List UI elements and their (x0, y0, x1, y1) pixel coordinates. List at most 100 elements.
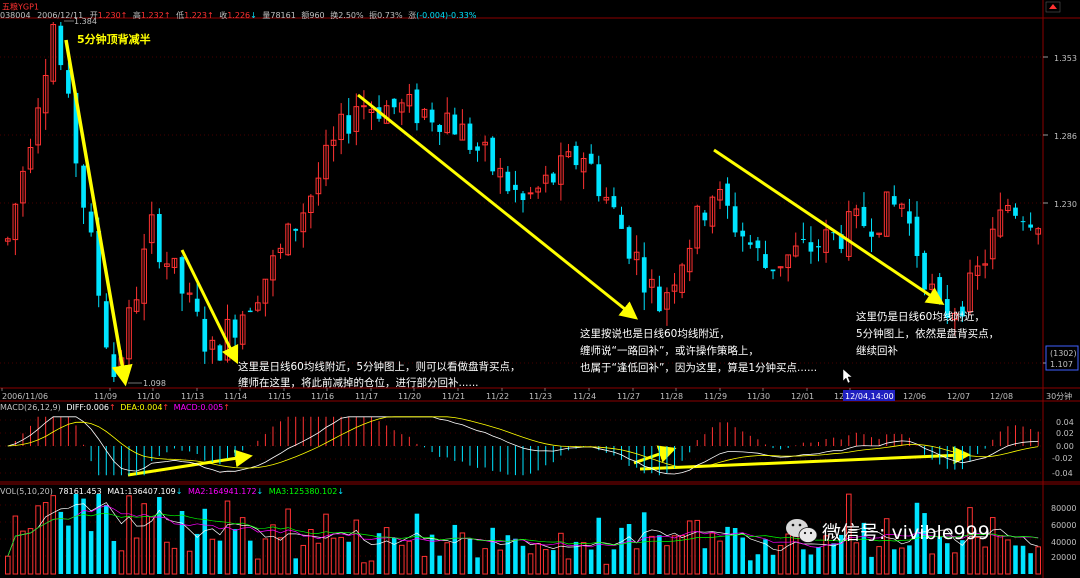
candle-body (671, 284, 678, 292)
macd-title: MACD(26,12,9) (0, 403, 61, 412)
vol-ma3-line (7, 512, 1039, 557)
turnover-label: 换 (330, 10, 338, 20)
candle-body (58, 25, 64, 66)
volume-bar (945, 543, 950, 574)
volume-bar (763, 539, 768, 574)
macd-tick: 0.02 (1056, 429, 1074, 438)
macd-axis: 0.04 0.02 0.00 -0.02 -0.04 (1052, 418, 1074, 478)
volume-bar (50, 495, 57, 575)
volume-bar (421, 555, 428, 575)
candle-body (611, 196, 617, 208)
macd-dea-line (7, 416, 1039, 469)
candle-body (1013, 207, 1018, 216)
candle-body (664, 292, 670, 310)
volume-bar (202, 508, 208, 574)
volume-bar (907, 545, 912, 574)
volume-bar (42, 502, 49, 575)
candle-body (194, 298, 200, 312)
candle-body (732, 206, 738, 233)
volume-bar (459, 532, 466, 575)
candle-body (346, 115, 352, 134)
macd-tick: -0.02 (1052, 454, 1073, 463)
volume-bar (505, 535, 511, 574)
scroll-up-icon[interactable] (1045, 1, 1061, 13)
date-label: 11/27 (617, 392, 640, 401)
volume-bar (513, 538, 518, 574)
candle-body (186, 292, 193, 295)
candle-body (694, 205, 701, 249)
vol-ma2-line (7, 505, 1039, 557)
candle-body (603, 196, 610, 201)
candle-body (459, 123, 466, 141)
volume-bar (217, 540, 223, 574)
candle-body (88, 211, 94, 233)
volume-bar (224, 500, 231, 575)
candle-body (725, 183, 730, 206)
volume-bar (383, 527, 390, 575)
volume-bar (952, 552, 958, 575)
candle-body (869, 231, 874, 237)
candle-body (444, 112, 451, 134)
candle-body (520, 193, 526, 201)
macd-diff-line (7, 416, 1039, 475)
high-value: 1.232 (141, 11, 164, 20)
candle-body (414, 89, 420, 124)
low-value: 1.223 (184, 11, 207, 20)
volume-bar (611, 549, 617, 574)
candle-body (550, 173, 556, 183)
candle-body (490, 137, 496, 172)
annotation-3-line-1: 这里仍是日线60均线附近， (856, 310, 985, 323)
volume-bar (452, 524, 458, 574)
candle-body (626, 227, 632, 259)
date-label: 11/15 (268, 392, 291, 401)
change-value: (-0.004)-0.33% (416, 11, 477, 20)
candle-body (823, 229, 829, 253)
candle-body (513, 184, 518, 190)
candle-body (922, 252, 927, 290)
date-label: 12/07 (947, 392, 970, 401)
candle-body (816, 246, 821, 248)
trend-arrows (64, 39, 971, 477)
vol-tick: 20000 (1051, 553, 1076, 562)
annotation-2-line-2: 缠师说“一路回补”，或许操作策略上， (580, 344, 759, 357)
date-label: 11/30 (747, 392, 770, 401)
date-label: 11/21 (442, 392, 465, 401)
candle-body (1020, 221, 1026, 223)
candle-body (209, 339, 216, 350)
volume-bar (293, 558, 298, 574)
candle-body (330, 139, 337, 146)
volume-bar (353, 519, 360, 575)
macd-tick: -0.04 (1052, 469, 1073, 478)
amount-label: 额 (301, 10, 309, 20)
date-label: 11/09 (94, 392, 117, 401)
volume-bar (573, 541, 579, 574)
candle-body (747, 242, 753, 245)
vol-tick: 80000 (1051, 504, 1076, 513)
volume-bar (429, 534, 435, 574)
macd-arrow-1 (127, 449, 253, 477)
candle-body (1035, 228, 1042, 235)
candle-body (777, 266, 784, 269)
candle-body (808, 242, 814, 252)
candle-body (838, 234, 844, 249)
volume-label: 量 (262, 11, 270, 20)
period-label[interactable]: 30分钟 (1046, 391, 1072, 401)
candle-body (565, 151, 572, 158)
candle-body (876, 232, 882, 235)
candle-body (437, 125, 443, 132)
date-label: 12/01 (791, 392, 814, 401)
candle-body (391, 98, 397, 108)
candle-body (452, 114, 458, 135)
candle-body (702, 212, 708, 221)
volume-bar (551, 550, 556, 574)
candle-body (619, 214, 624, 229)
volume-bar (81, 498, 86, 574)
volume-bar (816, 547, 821, 574)
candle-body (361, 105, 367, 108)
volume-bar (376, 533, 382, 574)
candle-body (944, 299, 950, 318)
volume-bar (88, 531, 94, 574)
vol-header: VOL(5,10,20) 78161.453 MA1:136407.109↓ M… (0, 487, 344, 496)
volume-bar (542, 549, 549, 575)
